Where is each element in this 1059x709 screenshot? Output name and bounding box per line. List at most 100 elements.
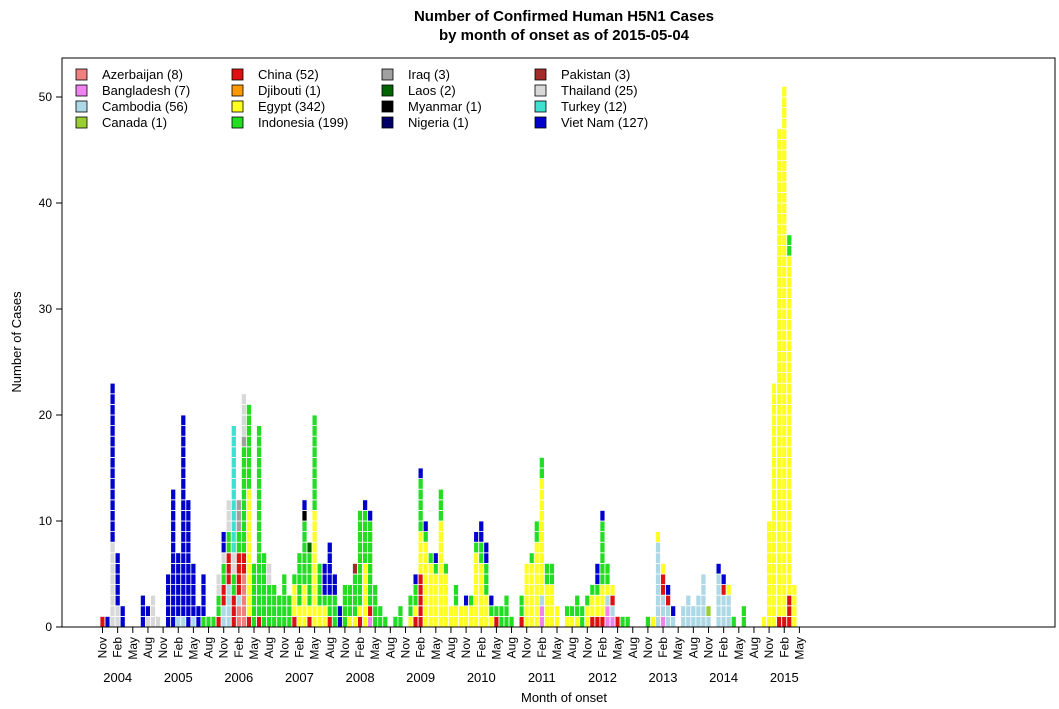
- case-cell-egypt: [538, 478, 545, 490]
- year-label: 2011: [528, 670, 556, 685]
- case-cell-viet-nam: [336, 616, 343, 628]
- case-cell-viet-nam: [417, 467, 424, 480]
- case-cell-egypt: [776, 329, 783, 342]
- case-cell-cambodia: [609, 605, 616, 617]
- case-cell-egypt: [786, 456, 793, 469]
- case-cell-indonesia: [453, 594, 459, 607]
- bar-2008-01: [352, 563, 358, 628]
- case-cell-viet-nam: [483, 552, 490, 564]
- case-cell-china: [326, 616, 333, 628]
- x-tick-label: Feb: [474, 637, 488, 658]
- case-cell-egypt: [786, 393, 793, 405]
- bar-2005-10: [215, 573, 222, 628]
- y-tick-label: 30: [39, 302, 53, 316]
- case-cell-viet-nam: [180, 456, 187, 469]
- case-cell-laos: [306, 541, 313, 554]
- case-cell-egypt: [246, 541, 252, 554]
- case-cell-egypt: [609, 584, 616, 596]
- case-cell-egypt: [468, 616, 475, 628]
- case-cell-viet-nam: [145, 605, 151, 617]
- case-cell-indonesia: [256, 478, 262, 490]
- case-cell-indonesia: [341, 594, 348, 607]
- case-cell-indonesia: [286, 594, 293, 607]
- bar-2009-05: [432, 552, 439, 628]
- case-cell-egypt: [246, 520, 252, 533]
- bar-2006-03: [240, 393, 247, 628]
- case-cell-egypt: [311, 520, 318, 533]
- case-cell-egypt: [362, 605, 369, 617]
- legend-label-cambodia: Cambodia (56): [102, 99, 188, 114]
- case-cell-viet-nam: [488, 594, 495, 607]
- case-cell-indonesia: [246, 425, 252, 437]
- case-cell-indonesia: [256, 456, 262, 469]
- case-cell-china: [599, 616, 606, 628]
- case-cell-indonesia: [417, 488, 424, 501]
- bar-2013-06: [680, 605, 687, 628]
- case-cell-egypt: [776, 276, 783, 289]
- case-cell-cambodia: [655, 616, 661, 628]
- case-cell-indonesia: [437, 499, 444, 511]
- x-tick-label: May: [186, 637, 200, 660]
- case-cell-indonesia: [362, 552, 369, 564]
- case-cell-indonesia: [235, 531, 242, 543]
- case-cell-indonesia: [321, 594, 328, 607]
- case-cell-egypt: [538, 573, 545, 586]
- case-cell-indonesia: [276, 594, 283, 607]
- case-cell-indonesia: [357, 584, 363, 596]
- case-cell-egypt: [776, 244, 783, 257]
- case-cell-thailand: [109, 541, 116, 554]
- case-cell-indonesia: [240, 478, 247, 490]
- case-cell-indonesia: [316, 594, 323, 607]
- case-cell-indonesia: [220, 563, 227, 575]
- case-cell-cambodia: [685, 594, 692, 607]
- case-cell-indonesia: [377, 616, 384, 628]
- case-cell-egypt: [549, 584, 555, 596]
- legend-swatch-laos: [381, 84, 394, 97]
- case-cell-egypt: [776, 361, 783, 374]
- case-cell-egypt: [311, 509, 318, 522]
- year-label: 2009: [406, 670, 435, 685]
- case-cell-viet-nam: [715, 563, 722, 575]
- case-cell-indonesia: [604, 573, 611, 586]
- chart-title-line-2: by month of onset as of 2015-05-04: [439, 27, 690, 44]
- case-cell-indonesia: [347, 584, 353, 596]
- case-cell-cambodia: [695, 594, 702, 607]
- bar-2010-10: [518, 594, 525, 628]
- x-tick-label: Nov: [520, 637, 534, 658]
- case-cell-egypt: [473, 573, 480, 586]
- case-cell-indonesia: [730, 616, 737, 628]
- case-cell-viet-nam: [326, 552, 333, 564]
- x-tick-label: May: [671, 637, 685, 660]
- case-cell-egypt: [766, 541, 773, 554]
- case-cell-viet-nam: [180, 446, 187, 458]
- case-cell-indonesia: [256, 573, 262, 586]
- case-cell-indonesia: [281, 584, 288, 596]
- case-cell-egypt: [781, 594, 788, 607]
- legend-label-azerbaijan: Azerbaijan (8): [102, 67, 183, 82]
- case-cell-indonesia: [215, 605, 222, 617]
- case-cell-egypt: [776, 138, 783, 151]
- case-cell-viet-nam: [165, 584, 172, 596]
- x-tick-label: Feb: [171, 637, 185, 658]
- bar-2004-02: [114, 552, 121, 628]
- case-cell-egypt: [538, 488, 545, 501]
- case-cell-egypt: [781, 499, 788, 511]
- case-cell-cambodia: [695, 616, 702, 628]
- case-cell-cambodia: [700, 605, 707, 617]
- case-cell-indonesia: [412, 584, 419, 596]
- case-cell-egypt: [417, 541, 424, 554]
- case-cell-egypt: [463, 605, 470, 617]
- case-cell-egypt: [786, 266, 793, 278]
- case-cell-egypt: [781, 170, 788, 183]
- case-cell-egypt: [538, 541, 545, 554]
- case-cell-cambodia: [655, 541, 661, 554]
- x-tick-label: May: [308, 637, 322, 660]
- case-cell-egypt: [771, 552, 778, 564]
- case-cell-egypt: [417, 552, 424, 564]
- case-cell-egypt: [766, 520, 773, 533]
- case-cell-egypt: [306, 605, 313, 617]
- case-cell-viet-nam: [170, 605, 177, 617]
- case-cell-china: [720, 584, 727, 596]
- case-cell-thailand: [266, 563, 273, 575]
- case-cell-viet-nam: [104, 616, 111, 628]
